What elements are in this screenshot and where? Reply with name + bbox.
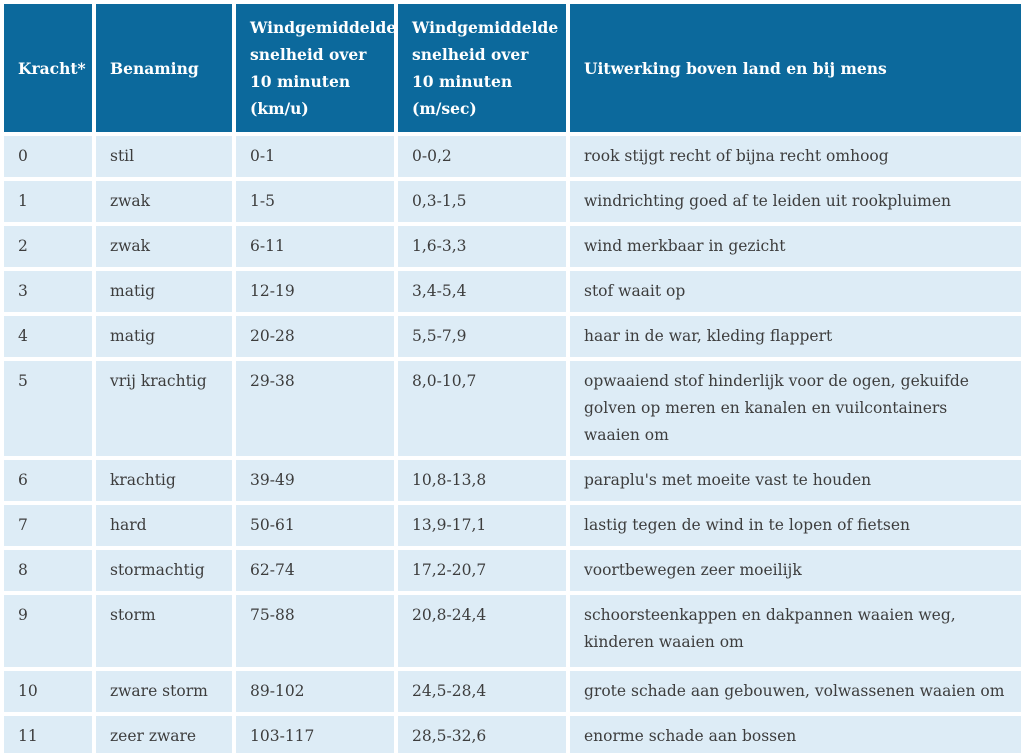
cell-benaming: stil — [96, 136, 232, 177]
table-row: 4 matig 20-28 5,5-7,9 haar in de war, kl… — [4, 316, 1021, 357]
cell-uitwerking: rook stijgt recht of bijna recht omhoog — [570, 136, 1021, 177]
cell-msec: 13,9-17,1 — [398, 505, 566, 546]
cell-benaming: zeer zware storm — [96, 716, 232, 753]
cell-kmu: 103-117 — [236, 716, 394, 753]
table-row: 3 matig 12-19 3,4-5,4 stof waait op — [4, 271, 1021, 312]
cell-kmu: 12-19 — [236, 271, 394, 312]
column-header-benaming: Benaming — [96, 4, 232, 132]
cell-msec: 20,8-24,4 — [398, 595, 566, 667]
cell-msec: 8,0-10,7 — [398, 361, 566, 456]
cell-msec: 5,5-7,9 — [398, 316, 566, 357]
cell-kracht: 10 — [4, 671, 92, 712]
cell-msec: 1,6-3,3 — [398, 226, 566, 267]
cell-uitwerking: windrichting goed af te leiden uit rookp… — [570, 181, 1021, 222]
cell-kmu: 29-38 — [236, 361, 394, 456]
cell-kmu: 1-5 — [236, 181, 394, 222]
cell-benaming: vrij krachtig — [96, 361, 232, 456]
table-row: 8 stormachtig 62-74 17,2-20,7 voortbeweg… — [4, 550, 1021, 591]
cell-kracht: 8 — [4, 550, 92, 591]
cell-benaming: matig — [96, 316, 232, 357]
cell-benaming: hard — [96, 505, 232, 546]
column-header-uitwerking: Uitwerking boven land en bij mens — [570, 4, 1021, 132]
cell-uitwerking: voortbewegen zeer moeilijk — [570, 550, 1021, 591]
cell-uitwerking: lastig tegen de wind in te lopen of fiet… — [570, 505, 1021, 546]
cell-kracht: 0 — [4, 136, 92, 177]
cell-kmu: 75-88 — [236, 595, 394, 667]
cell-kmu: 6-11 — [236, 226, 394, 267]
cell-msec: 0,3-1,5 — [398, 181, 566, 222]
cell-benaming: krachtig — [96, 460, 232, 501]
table-row: 5 vrij krachtig 29-38 8,0-10,7 opwaaiend… — [4, 361, 1021, 456]
cell-kracht: 5 — [4, 361, 92, 456]
cell-msec: 17,2-20,7 — [398, 550, 566, 591]
column-header-msec: Windgemiddelde snelheid over 10 minuten … — [398, 4, 566, 132]
cell-msec: 0-0,2 — [398, 136, 566, 177]
cell-uitwerking: paraplu's met moeite vast te houden — [570, 460, 1021, 501]
cell-benaming: stormachtig — [96, 550, 232, 591]
cell-msec: 10,8-13,8 — [398, 460, 566, 501]
cell-kracht: 2 — [4, 226, 92, 267]
cell-kmu: 50-61 — [236, 505, 394, 546]
cell-uitwerking: opwaaiend stof hinderlijk voor de ogen, … — [570, 361, 1021, 456]
table-row: 0 stil 0-1 0-0,2 rook stijgt recht of bi… — [4, 136, 1021, 177]
column-header-kmu: Windgemiddelde snelheid over 10 minuten … — [236, 4, 396, 132]
cell-kracht: 7 — [4, 505, 92, 546]
cell-uitwerking: stof waait op — [570, 271, 1021, 312]
table-row: 1 zwak 1-5 0,3-1,5 windrichting goed af … — [4, 181, 1021, 222]
table-row: 9 storm 75-88 20,8-24,4 schoorsteenkappe… — [4, 595, 1021, 667]
cell-uitwerking: wind merkbaar in gezicht — [570, 226, 1021, 267]
cell-uitwerking: enorme schade aan bossen — [570, 716, 1021, 753]
cell-kmu: 62-74 — [236, 550, 394, 591]
cell-benaming: zwak — [96, 226, 232, 267]
cell-benaming: zware storm — [96, 671, 232, 712]
table-row: 7 hard 50-61 13,9-17,1 lastig tegen de w… — [4, 505, 1021, 546]
table-row: 6 krachtig 39-49 10,8-13,8 paraplu's met… — [4, 460, 1021, 501]
column-header-kracht: Kracht* — [4, 4, 92, 132]
cell-kmu: 0-1 — [236, 136, 394, 177]
table-row: 11 zeer zware storm 103-117 28,5-32,6 en… — [4, 716, 1021, 753]
cell-kmu: 20-28 — [236, 316, 394, 357]
cell-uitwerking: grote schade aan gebouwen, volwassenen w… — [570, 671, 1021, 712]
cell-kmu: 89-102 — [236, 671, 394, 712]
cell-benaming: matig — [96, 271, 232, 312]
cell-kracht: 4 — [4, 316, 92, 357]
cell-msec: 28,5-32,6 — [398, 716, 566, 753]
cell-kracht: 6 — [4, 460, 92, 501]
cell-kmu: 39-49 — [236, 460, 394, 501]
cell-uitwerking: schoorsteenkappen en dakpannen waaien we… — [570, 595, 1021, 667]
cell-kracht: 3 — [4, 271, 92, 312]
cell-benaming: storm — [96, 595, 232, 667]
cell-kracht: 9 — [4, 595, 92, 667]
table-row: 10 zware storm 89-102 24,5-28,4 grote sc… — [4, 671, 1021, 712]
cell-msec: 3,4-5,4 — [398, 271, 566, 312]
table-row: 2 zwak 6-11 1,6-3,3 wind merkbaar in gez… — [4, 226, 1021, 267]
cell-uitwerking: haar in de war, kleding flappert — [570, 316, 1021, 357]
cell-kracht: 1 — [4, 181, 92, 222]
table-header-row: Kracht* Benaming Windgemiddelde snelheid… — [4, 4, 1021, 132]
cell-msec: 24,5-28,4 — [398, 671, 566, 712]
cell-kracht: 11 — [4, 716, 92, 753]
cell-benaming: zwak — [96, 181, 232, 222]
